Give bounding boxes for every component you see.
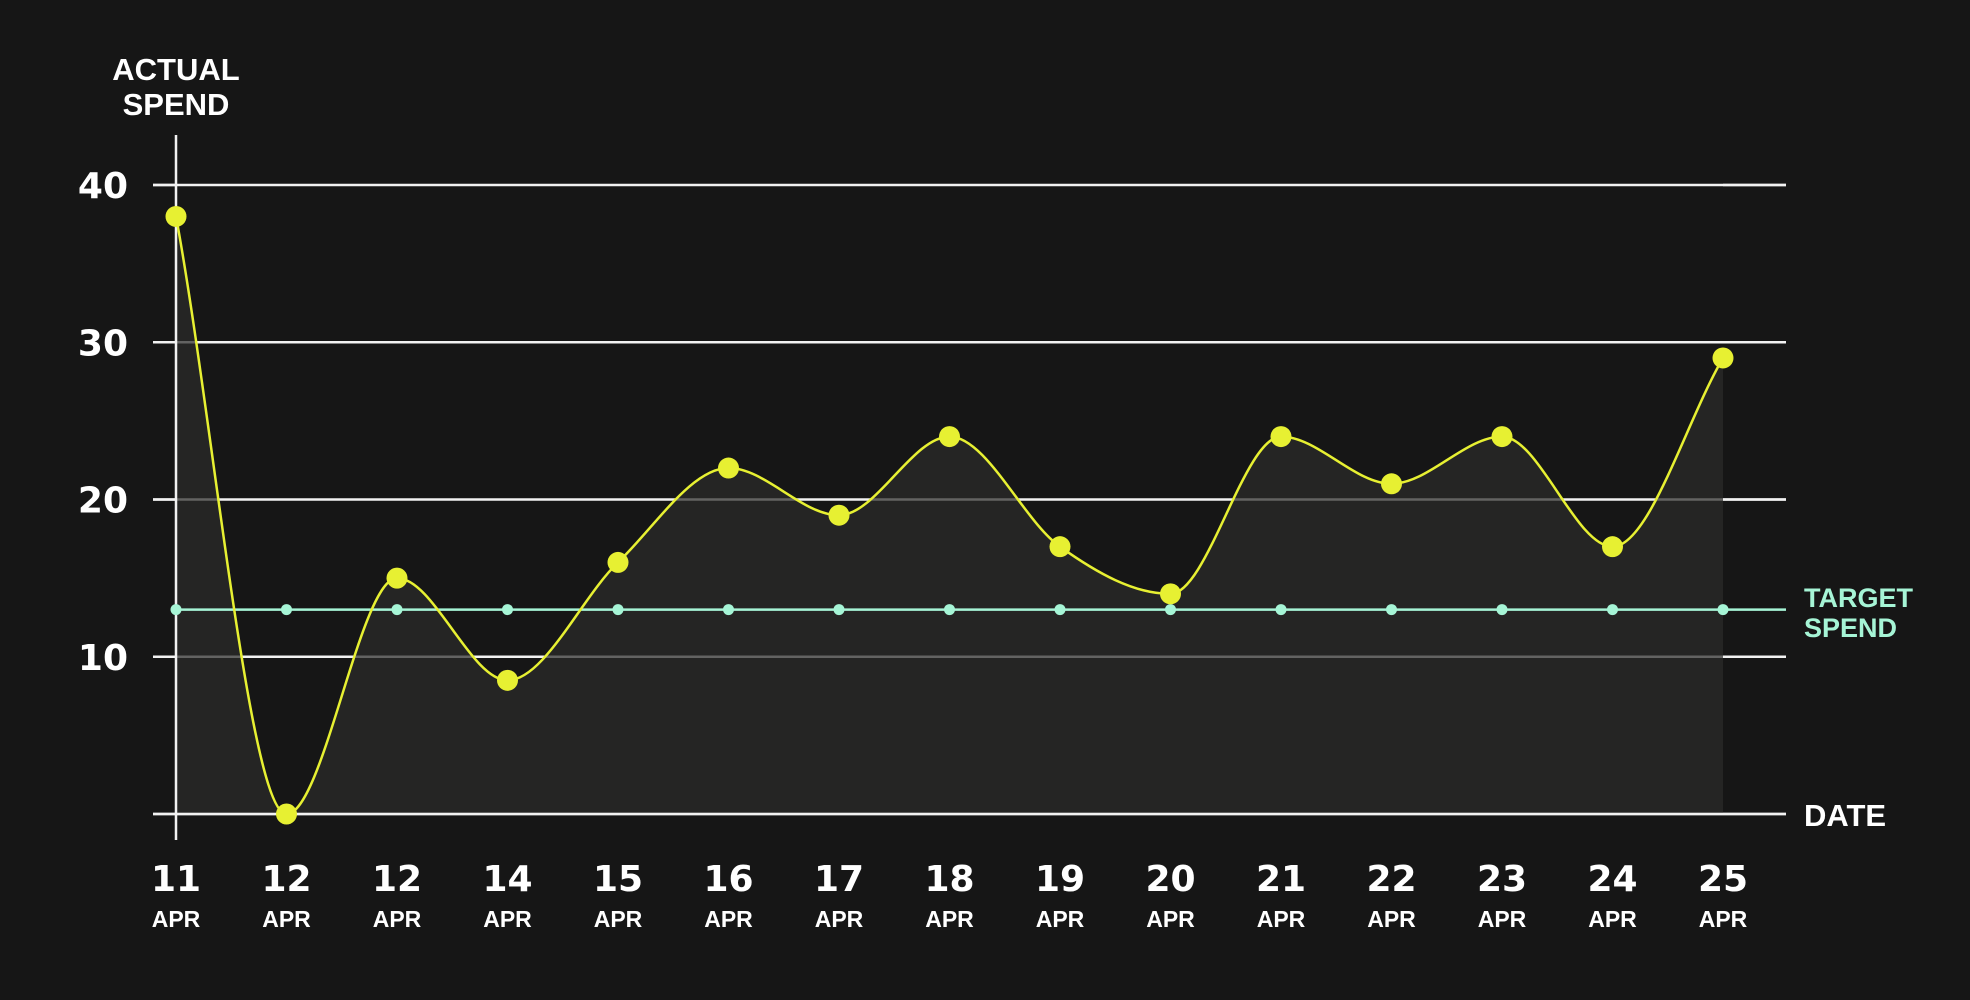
- x-tick-day: 15: [593, 859, 643, 900]
- target-spend-point: [1275, 604, 1287, 616]
- y-tick-label: 40: [78, 166, 128, 207]
- target-spend-point: [944, 604, 955, 616]
- target-spend-point: [612, 604, 624, 616]
- x-tick-day: 23: [1477, 859, 1527, 900]
- x-tick-month: APR: [483, 906, 532, 932]
- target-spend-label-line-2: SPEND: [1804, 613, 1897, 643]
- x-tick-day: 21: [1256, 859, 1306, 900]
- y-tick-label: 10: [78, 638, 128, 679]
- target-spend-point: [502, 604, 513, 616]
- x-tick-day: 17: [814, 859, 864, 900]
- target-spend-point: [833, 604, 845, 616]
- x-tick-month: APR: [1588, 906, 1637, 932]
- target-spend-point: [1607, 604, 1618, 616]
- actual-spend-point: [165, 205, 187, 227]
- target-spend-point: [1054, 604, 1066, 616]
- x-tick-labels: 11 APR 12 APR 12 APR 14 APR 15 APR 16 APR 17 APR 18 APR…: [151, 859, 1748, 932]
- y-tick-label: 20: [78, 481, 128, 522]
- x-tick-month: APR: [373, 906, 422, 932]
- x-tick-day: 11: [151, 859, 201, 900]
- target-spend-point: [1165, 604, 1176, 616]
- x-tick-month: APR: [1257, 906, 1306, 932]
- actual-spend-point: [939, 426, 960, 448]
- x-tick-day: 12: [372, 859, 422, 900]
- actual-spend-point: [1712, 347, 1734, 369]
- x-tick-month: APR: [925, 906, 974, 932]
- x-tick-month: APR: [1146, 906, 1195, 932]
- x-tick-day: 24: [1587, 859, 1637, 900]
- actual-spend-point: [1049, 536, 1071, 558]
- gridlines: [153, 183, 1786, 816]
- y-tick-labels: 40 30 20 10: [78, 166, 128, 679]
- x-tick-day: 18: [924, 859, 974, 900]
- x-tick-month: APR: [1036, 906, 1085, 932]
- target-spend-point: [281, 604, 292, 616]
- target-spend-series: [170, 604, 1786, 616]
- actual-spend-point: [1602, 536, 1623, 558]
- y-tick-label: 30: [78, 323, 128, 364]
- actual-spend-point: [1160, 583, 1181, 605]
- x-tick-month: APR: [815, 906, 864, 932]
- actual-spend-line: [174, 216, 1725, 816]
- actual-spend-point: [386, 567, 408, 589]
- x-tick-day: 20: [1145, 859, 1195, 900]
- x-tick-day: 25: [1698, 859, 1748, 900]
- actual-spend-area: [176, 216, 1723, 814]
- actual-spend-point: [607, 551, 629, 573]
- x-tick-month: APR: [1367, 906, 1416, 932]
- x-tick-day: 12: [261, 859, 311, 900]
- x-tick-month: APR: [262, 906, 311, 932]
- actual-spend-point: [497, 669, 518, 691]
- x-tick-day: 14: [482, 859, 532, 900]
- actual-spend-points: [165, 205, 1734, 825]
- actual-spend-point: [1270, 426, 1292, 448]
- x-axis-title: DATE: [1804, 798, 1886, 833]
- actual-spend-point: [828, 504, 850, 526]
- y-axis-title-line-2: SPEND: [123, 87, 230, 122]
- x-tick-month: APR: [152, 906, 201, 932]
- target-spend-point: [170, 604, 182, 616]
- x-tick-month: APR: [594, 906, 643, 932]
- target-spend-point: [1717, 604, 1729, 616]
- actual-spend-point: [1491, 426, 1513, 448]
- x-tick-day: 19: [1035, 859, 1085, 900]
- actual-spend-point: [1381, 473, 1402, 495]
- target-spend-point: [723, 604, 734, 616]
- x-tick-day: 22: [1366, 859, 1416, 900]
- target-spend-point: [391, 604, 403, 616]
- target-spend-point: [1496, 604, 1508, 616]
- actual-spend-point: [276, 803, 297, 825]
- x-tick-day: 16: [703, 859, 753, 900]
- x-tick-month: APR: [1478, 906, 1527, 932]
- y-axis-title-line-1: ACTUAL: [112, 52, 239, 87]
- x-tick-month: APR: [704, 906, 753, 932]
- actual-spend-point: [718, 457, 739, 479]
- target-spend-label-line-1: TARGET: [1804, 583, 1913, 613]
- target-spend-point: [1386, 604, 1397, 616]
- x-tick-month: APR: [1699, 906, 1748, 932]
